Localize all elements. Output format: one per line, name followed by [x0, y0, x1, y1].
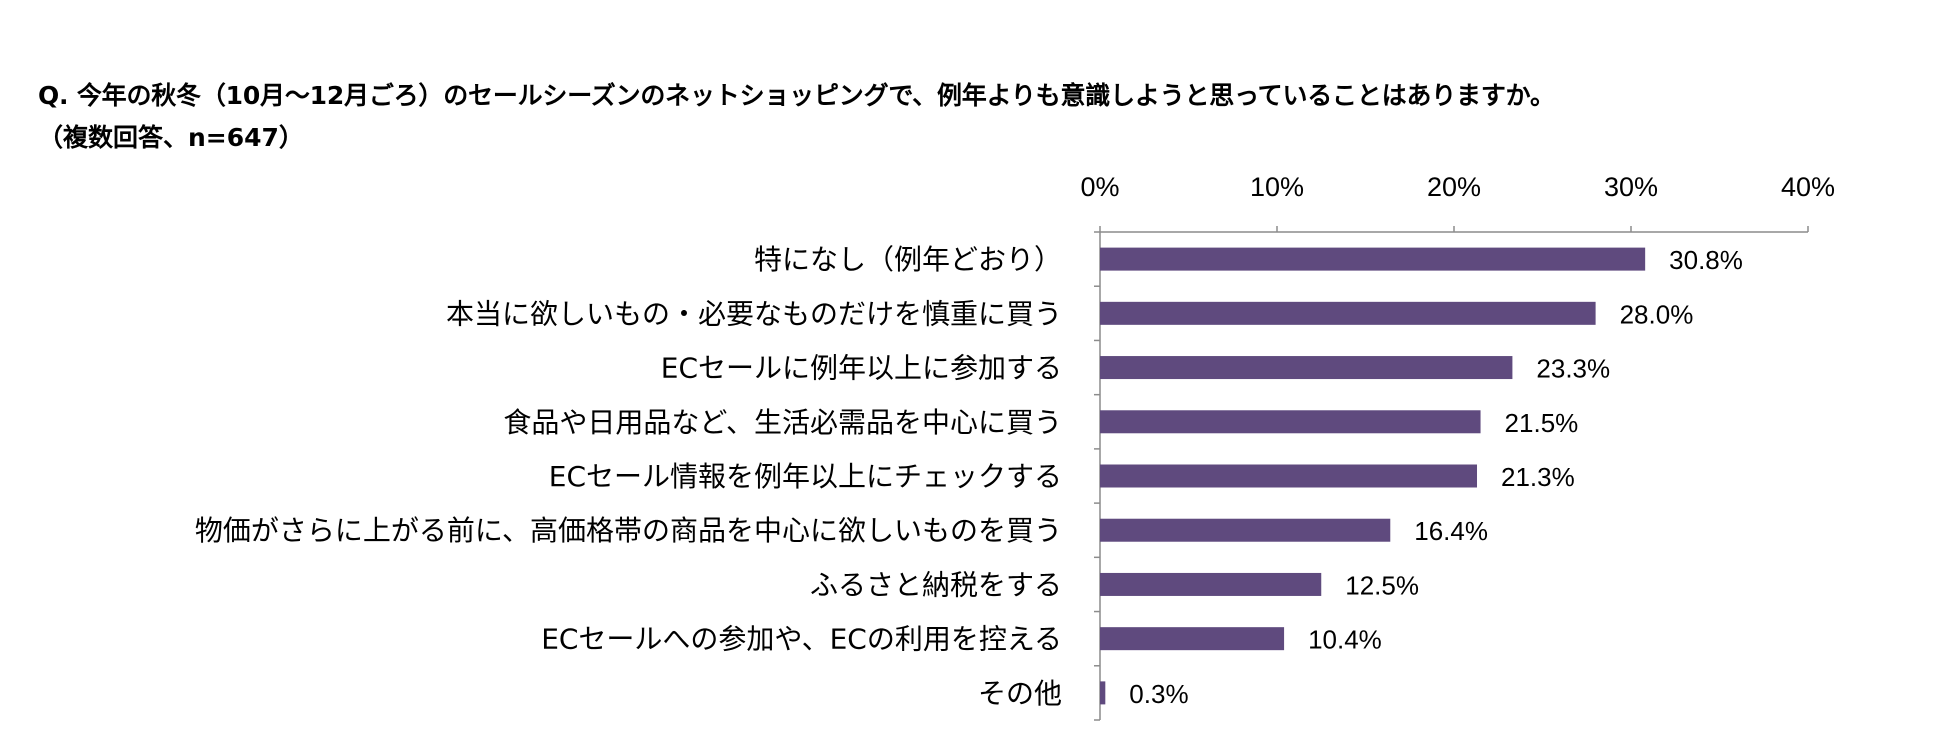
bars: 特になし（例年どおり） 30.8% 本当に欲しいもの・必要なものだけを慎重に買う 28… — [195, 243, 1743, 710]
bar — [1100, 410, 1481, 434]
data-label: 23.3% — [1536, 354, 1610, 384]
x-tick-label: 40% — [1781, 172, 1835, 202]
category-label: 本当に欲しいもの・必要なものだけを慎重に買う — [446, 297, 1062, 330]
category-label: 物価がさらに上がる前に、高価格帯の商品を中心に欲しいものを買う — [195, 514, 1062, 547]
bar — [1100, 681, 1106, 705]
data-label: 0.3% — [1129, 679, 1188, 709]
x-tick-label: 30% — [1604, 172, 1658, 202]
chart-title: Q. 今年の秋冬（10月～12月ごろ）のセールシーズンのネットショッピングで、例… — [38, 81, 1555, 110]
bar — [1100, 247, 1646, 271]
bar — [1100, 518, 1391, 542]
data-label: 28.0% — [1620, 299, 1694, 329]
bar — [1100, 301, 1596, 325]
category-label: 特になし（例年どおり） — [754, 243, 1062, 276]
bar — [1100, 464, 1478, 488]
category-label: その他 — [978, 677, 1062, 710]
data-label: 12.5% — [1345, 570, 1419, 600]
bar — [1100, 356, 1513, 380]
category-label: ECセール情報を例年以上にチェックする — [549, 460, 1062, 493]
chart-subtitle: （複数回答、n=647） — [38, 123, 304, 152]
data-label: 30.8% — [1669, 245, 1743, 275]
data-label: 21.3% — [1501, 462, 1575, 492]
x-tick-label: 0% — [1080, 172, 1119, 202]
bar — [1100, 627, 1285, 651]
data-label: 10.4% — [1308, 625, 1382, 655]
x-tick-label: 10% — [1250, 172, 1304, 202]
category-label: 食品や日用品など、生活必需品を中心に買う — [503, 406, 1062, 439]
data-label: 21.5% — [1505, 408, 1579, 438]
data-label: 16.4% — [1414, 516, 1488, 546]
x-axis: 0% 10% 20% 30% 40% — [1080, 172, 1835, 721]
category-label: ふるさと納税をする — [810, 568, 1062, 601]
category-label: ECセールに例年以上に参加する — [661, 352, 1062, 385]
bar — [1100, 572, 1322, 596]
x-tick-label: 20% — [1427, 172, 1481, 202]
category-label: ECセールへの参加や、ECの利用を控える — [541, 623, 1062, 656]
